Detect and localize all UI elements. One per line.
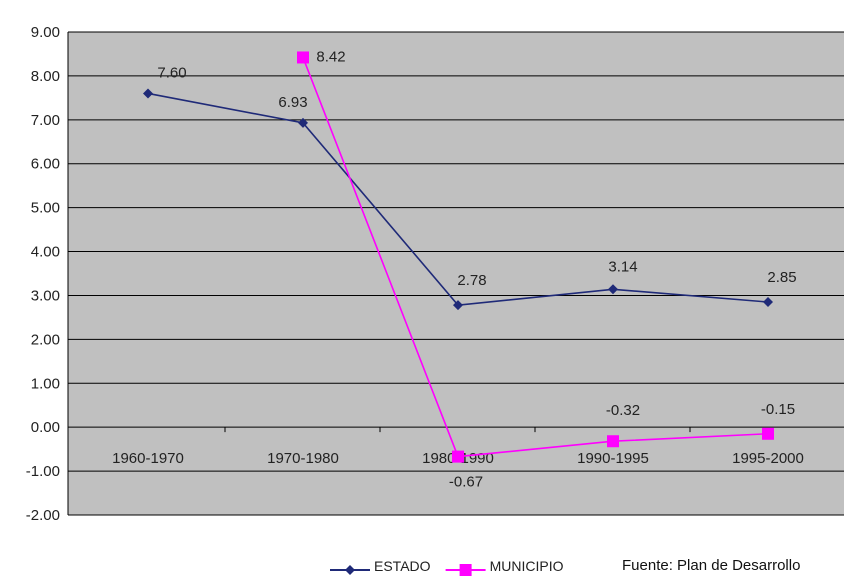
series-line-municipio <box>302 57 769 458</box>
x-axis: 1960-19701970-19801980-19901990-19951995… <box>112 427 804 467</box>
data-label-municipio: -0.32 <box>606 402 640 419</box>
legend-marker-estado <box>345 565 355 575</box>
gridlines <box>67 31 844 516</box>
legend: ESTADO MUNICIPIO <box>330 558 564 576</box>
data-label-estado: 6.93 <box>278 94 307 111</box>
source-note: Fuente: Plan de Desarrollo <box>622 557 801 574</box>
x-tick-label: 1960-1970 <box>112 450 184 467</box>
y-tick-label: 3.00 <box>31 287 60 304</box>
legend-marker-municipio <box>459 564 472 576</box>
y-tick-label: 2.00 <box>31 331 60 348</box>
y-tick-label: 7.00 <box>31 112 60 129</box>
plot-area <box>68 32 844 515</box>
data-label-estado: 7.60 <box>157 64 186 81</box>
y-tick-label: 0.00 <box>31 419 60 436</box>
legend-label-municipio: MUNICIPIO <box>490 558 564 574</box>
data-point-estado <box>298 117 308 128</box>
x-tick-label: 1970-1980 <box>267 450 339 467</box>
data-label-municipio: 8.42 <box>316 48 345 65</box>
y-tick-label: -2.00 <box>26 507 60 524</box>
data-point-estado <box>608 284 618 295</box>
data-label-estado: 2.85 <box>767 269 796 286</box>
data-point-municipio <box>452 450 464 463</box>
y-tick-label: 8.00 <box>31 68 60 85</box>
data-label-municipio: -0.15 <box>761 401 795 418</box>
data-label-municipio: -0.67 <box>449 474 483 491</box>
series-group <box>143 51 774 463</box>
data-point-estado <box>453 300 463 311</box>
data-point-estado <box>143 88 153 99</box>
data-labels: 7.60 6.93 2.78 3.14 2.85 8.42 -0.67 -0.32 -0.15 <box>157 48 796 490</box>
y-tick-label: 6.00 <box>31 156 60 173</box>
y-tick-label: 9.00 <box>31 24 60 41</box>
data-point-municipio <box>762 427 774 440</box>
y-tick-label: 5.00 <box>31 200 60 217</box>
y-tick-label: 1.00 <box>31 375 60 392</box>
data-point-estado <box>763 297 773 308</box>
data-label-estado: 2.78 <box>457 272 486 289</box>
data-point-municipio <box>297 51 309 64</box>
x-tick-label: 1995-2000 <box>732 450 804 467</box>
x-tick-label: 1990-1995 <box>577 450 649 467</box>
data-label-estado: 3.14 <box>608 258 637 275</box>
data-point-municipio <box>607 435 619 448</box>
y-axis: 9.00 8.00 7.00 6.00 5.00 4.00 3.00 2.00 1.00 0.00… <box>26 24 60 524</box>
y-tick-label: 4.00 <box>31 244 60 261</box>
legend-label-estado: ESTADO <box>374 558 431 574</box>
y-tick-label: -1.00 <box>26 463 60 480</box>
